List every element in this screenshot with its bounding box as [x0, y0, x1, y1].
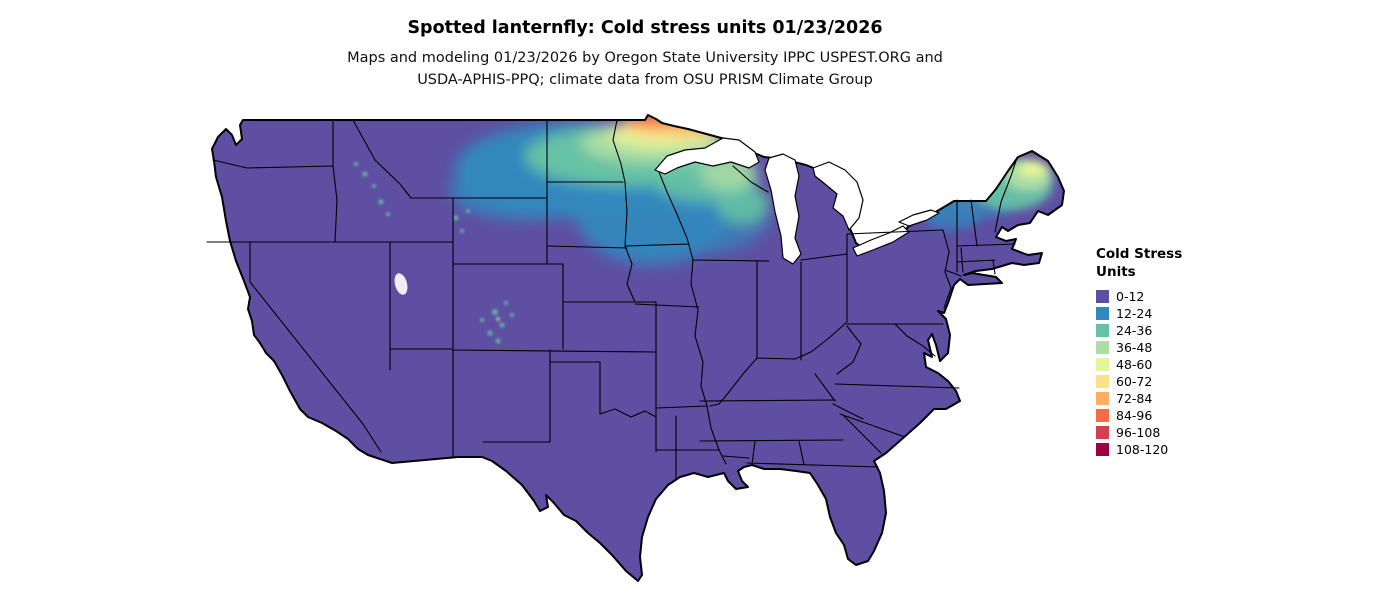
us-cold-stress-map — [206, 114, 1065, 582]
legend-item: 72-84 — [1096, 390, 1182, 407]
legend-label: 0-12 — [1116, 289, 1145, 305]
legend-item: 60-72 — [1096, 373, 1182, 390]
legend-title-line-1: Cold Stress — [1096, 246, 1183, 262]
legend-item: 96-108 — [1096, 424, 1182, 441]
legend-swatch — [1096, 426, 1109, 440]
page-subtitle: Maps and modeling 01/23/2026 by Oregon S… — [0, 47, 1290, 92]
state-borders-midwest — [546, 119, 879, 479]
lake-erie — [852, 225, 910, 257]
legend: Cold Stress Units 0-12 12-24 24-36 36-48 48-… — [1096, 246, 1182, 458]
legend-swatch — [1096, 443, 1109, 457]
legend-swatch — [1096, 324, 1109, 338]
lake-michigan — [764, 153, 802, 265]
legend-title-line-2: Units — [1096, 263, 1136, 280]
legend-label: 72-84 — [1116, 391, 1153, 407]
rockies-cold-specks — [354, 162, 514, 344]
legend-swatch — [1096, 375, 1109, 389]
legend-item: 84-96 — [1096, 407, 1182, 424]
lake-superior — [654, 137, 760, 175]
legend-item: 24-36 — [1096, 322, 1182, 339]
legend-swatch — [1096, 290, 1109, 304]
legend-item: 0-12 — [1096, 288, 1182, 305]
legend-items: 0-12 12-24 24-36 36-48 48-60 60-72 72-84 84-96 9… — [1096, 288, 1182, 458]
legend-label: 24-36 — [1116, 323, 1153, 339]
legend-label: 48-60 — [1116, 357, 1153, 373]
legend-title: Cold Stress Units — [1096, 246, 1182, 281]
legend-item: 36-48 — [1096, 339, 1182, 356]
legend-swatch — [1096, 392, 1109, 406]
legend-swatch — [1096, 409, 1109, 423]
legend-label: 60-72 — [1116, 374, 1153, 390]
legend-label: 96-108 — [1116, 425, 1161, 441]
state-borders-east — [814, 157, 1018, 454]
legend-label: 36-48 — [1116, 340, 1153, 356]
lake-huron — [812, 161, 864, 231]
state-borders-west — [206, 119, 657, 457]
legend-swatch — [1096, 358, 1109, 372]
legend-label: 12-24 — [1116, 306, 1153, 322]
subtitle-line-2: USDA-APHIS-PPQ; climate data from OSU PR… — [417, 72, 873, 89]
legend-label: 108-120 — [1116, 442, 1169, 458]
legend-item: 108-120 — [1096, 441, 1182, 458]
lake-ontario — [898, 209, 940, 227]
legend-swatch — [1096, 307, 1109, 321]
header: Spotted lanternfly: Cold stress units 01… — [0, 18, 1290, 92]
legend-item: 48-60 — [1096, 356, 1182, 373]
legend-label: 84-96 — [1116, 408, 1153, 424]
page-title: Spotted lanternfly: Cold stress units 01… — [407, 18, 883, 38]
great-salt-lake — [394, 273, 408, 295]
subtitle-line-1: Maps and modeling 01/23/2026 by Oregon S… — [347, 50, 943, 66]
legend-swatch — [1096, 341, 1109, 355]
legend-item: 12-24 — [1096, 305, 1182, 322]
